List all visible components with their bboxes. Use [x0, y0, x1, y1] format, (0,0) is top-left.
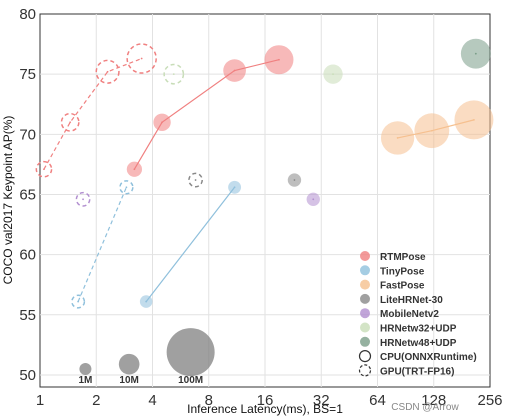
rtmpose-cpu-point-center [233, 69, 236, 72]
size-reference-bubble [79, 362, 92, 375]
x-tick-label: 256 [477, 392, 502, 409]
size-reference-bubble [166, 328, 215, 377]
rtmpose-cpu-line [133, 59, 280, 170]
rtmpose-cpu-point-center [278, 58, 280, 61]
legend-label: HRNetw48+UDP [380, 338, 457, 349]
axis-ticks: 1 2 4 8 16 32 64 128 256 50 55 60 65 70 75 80 [19, 6, 502, 409]
rtmpose-gpu-point-center [140, 57, 143, 60]
size-reference-bubble [118, 353, 140, 375]
legend-label: TinyPose [380, 266, 425, 277]
legend-marker [358, 364, 372, 377]
x-tick-label: 16 [257, 392, 274, 409]
legend-label: HRNetw32+UDP [380, 324, 457, 335]
x-tick-label: 1 [36, 392, 44, 409]
legend-marker [360, 293, 370, 304]
tinypose-cpu-point-center [233, 186, 236, 189]
hrnetw32-udp-cpu-point-center [332, 73, 334, 76]
x-tick-label: 8 [205, 392, 213, 409]
rtmpose-cpu-point-center [161, 121, 163, 124]
legend-label: MobileNetv2 [380, 309, 439, 320]
legend-marker [360, 336, 370, 347]
legend-marker [360, 265, 370, 276]
litehrnet-30-gpu-point-center [194, 179, 197, 181]
size-reference-label: 100M [178, 375, 203, 386]
rtmpose-gpu-point-center [43, 168, 45, 171]
series-markers [35, 38, 494, 309]
legend-marker [358, 350, 372, 363]
y-tick-label: 50 [19, 367, 36, 384]
y-tick-label: 70 [19, 126, 36, 143]
legend: RTMPose TinyPose FastPose LiteHRNet-30 Mobil… [358, 251, 477, 377]
legend-marker [360, 251, 370, 261]
x-tick-label: 4 [148, 392, 156, 409]
y-tick-label: 60 [19, 247, 36, 264]
rtmpose-gpu-point-center [69, 121, 72, 124]
y-tick-label: 65 [19, 186, 36, 203]
x-tick-label: 64 [369, 392, 386, 409]
mobilenetv2-gpu-point-center [82, 198, 84, 201]
rtmpose-gpu-point-center [106, 70, 109, 73]
size-reference-label: 10M [119, 375, 138, 386]
x-tick-label: 32 [313, 392, 330, 409]
grid [40, 14, 490, 387]
hrnetw48-udp-cpu-point-center [474, 52, 477, 55]
watermark: CSDN @Arrow [391, 402, 459, 413]
tinypose-cpu-point-center [145, 300, 148, 303]
y-tick-label: 80 [19, 6, 36, 23]
hrnetw32-udp-gpu-point-center [172, 73, 175, 76]
x-tick-label: 2 [92, 392, 100, 409]
tinypose-cpu-line [145, 186, 236, 302]
fastpose-cpu-point-center [396, 137, 399, 139]
tinypose-gpu-point [119, 180, 134, 195]
legend-label: LiteHRNet-30 [380, 295, 443, 306]
y-axis-title: COCO val2017 Keypoint AP(%) [1, 116, 15, 285]
rtmpose-gpu-point [35, 160, 53, 178]
mobilenetv2-cpu-point-center [312, 198, 315, 201]
tinypose-gpu-point-center [125, 186, 128, 189]
litehrnet-30-cpu-point-center [293, 179, 296, 181]
rtmpose-gpu-point [95, 59, 120, 84]
mobilenetv2-gpu-point [75, 191, 91, 207]
rtmpose-cpu-point-center [133, 168, 136, 171]
rtmpose-gpu-point [126, 43, 157, 74]
tinypose-gpu-point [71, 294, 86, 309]
legend-label: GPU(TRT-FP16) [380, 366, 454, 377]
y-tick-label: 55 [19, 307, 36, 324]
size-reference-label: 1M [78, 375, 92, 386]
tinypose-gpu-point-center [77, 300, 80, 303]
fastpose-cpu-point-center [473, 118, 475, 121]
legend-marker [360, 322, 370, 333]
x-tick-label: 128 [421, 392, 446, 409]
hrnetw32-udp-gpu-point [163, 63, 185, 85]
size-reference: 1M 10M 100M [78, 328, 215, 386]
fastpose-cpu-point-center [430, 129, 433, 132]
legend-marker [360, 308, 370, 319]
legend-marker [360, 279, 370, 290]
y-tick-label: 75 [19, 66, 36, 83]
legend-label: CPU(ONNXRuntime) [380, 352, 477, 363]
rtmpose-gpu-line [43, 57, 142, 170]
x-axis-title: Inference Latency(ms), BS=1 [187, 402, 343, 416]
litehrnet-30-gpu-point [188, 172, 203, 188]
legend-label: FastPose [380, 281, 425, 292]
legend-label: RTMPose [380, 252, 426, 263]
